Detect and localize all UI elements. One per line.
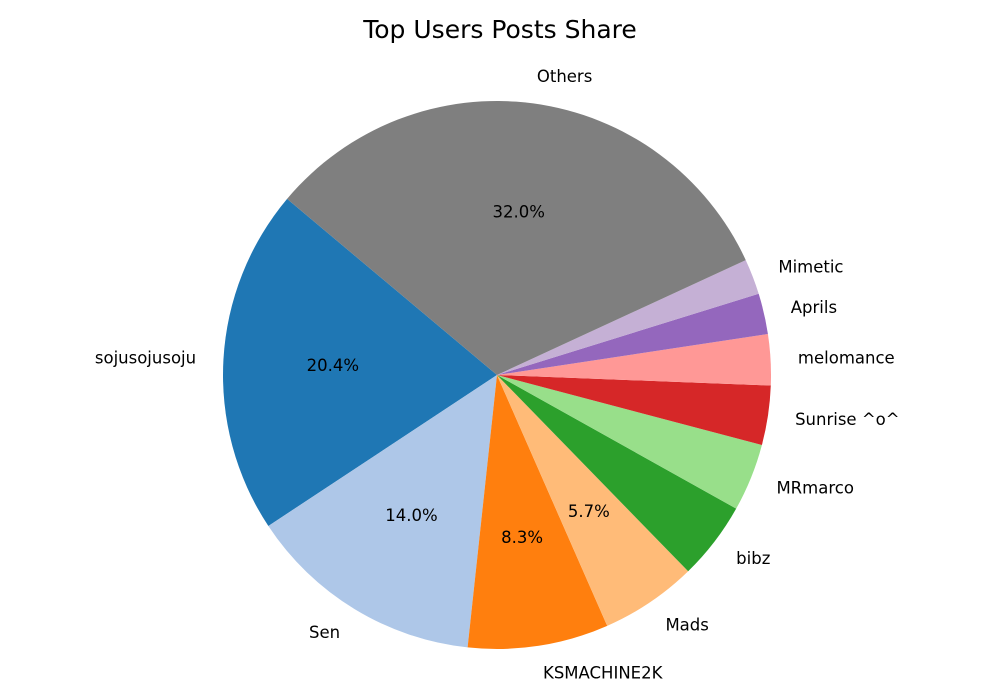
slice-label-sen: Sen bbox=[309, 623, 340, 642]
pie-slice-mads bbox=[497, 375, 689, 626]
slice-label-sojusojusoju: sojusojusoju bbox=[95, 348, 196, 367]
slice-label-sunrise-o: Sunrise ^o^ bbox=[795, 410, 900, 429]
slice-label-mrmarco: MRmarco bbox=[776, 478, 853, 497]
pie-slice-mrmarco bbox=[497, 375, 762, 509]
slice-label-bibz: bibz bbox=[736, 549, 770, 568]
pie-slice-bibz bbox=[497, 375, 737, 572]
slice-label-mimetic: Mimetic bbox=[778, 257, 843, 276]
pct-label-sen: 14.0% bbox=[385, 506, 437, 525]
pie-slice-sunrise-o bbox=[497, 375, 771, 445]
pct-label-ksmachine2k: 8.3% bbox=[501, 528, 543, 547]
pct-label-mads: 5.7% bbox=[568, 502, 610, 521]
pie-slice-sojusojusoju bbox=[223, 198, 497, 526]
slice-label-mads: Mads bbox=[665, 615, 708, 634]
pie-slice-ksmachine2k bbox=[467, 375, 608, 650]
chart-title: Top Users Posts Share bbox=[362, 15, 637, 44]
pie-slice-sen bbox=[268, 375, 497, 648]
slice-label-ksmachine2k: KSMACHINE2K bbox=[543, 663, 664, 682]
pie-slice-mimetic bbox=[497, 260, 759, 375]
pie-layer: sojusojusoju 20.4% Sen 14.0% KSMACHINE2K 8.3%… bbox=[95, 67, 900, 683]
pct-label-others: 32.0% bbox=[493, 203, 545, 222]
pct-label-sojusojusoju: 20.4% bbox=[307, 356, 359, 375]
slice-label-melomance: melomance bbox=[798, 349, 895, 368]
pie-slice-others bbox=[287, 101, 746, 375]
pie-slice-melomance bbox=[497, 334, 772, 386]
slice-label-aprils: Aprils bbox=[791, 298, 837, 317]
slice-label-others: Others bbox=[537, 67, 592, 86]
pie-slice-aprils bbox=[497, 293, 768, 375]
